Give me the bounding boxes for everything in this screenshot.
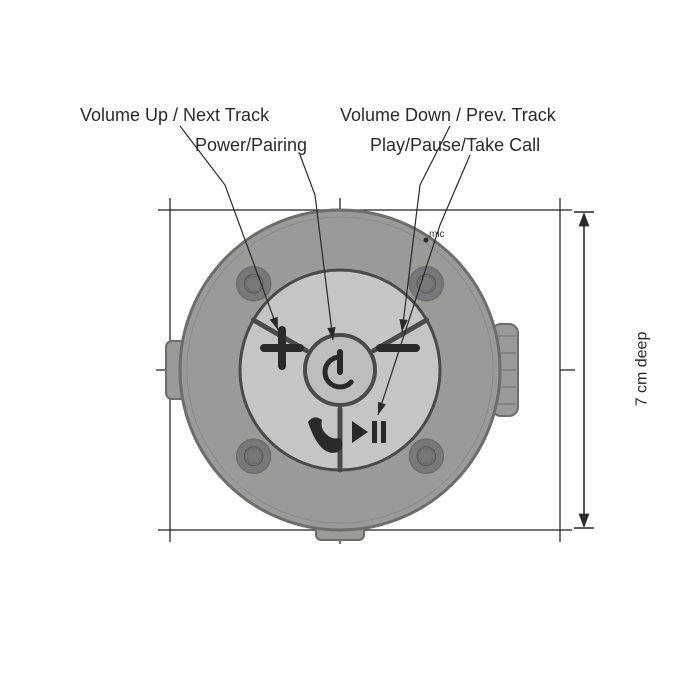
label-volume-down: Volume Down / Prev. Track	[340, 105, 556, 126]
label-depth: 7 cm deep	[633, 332, 651, 407]
label-play: Play/Pause/Take Call	[370, 135, 540, 156]
label-mic: mic	[429, 229, 445, 240]
label-volume-up: Volume Up / Next Track	[80, 105, 269, 126]
label-power: Power/Pairing	[195, 135, 307, 156]
